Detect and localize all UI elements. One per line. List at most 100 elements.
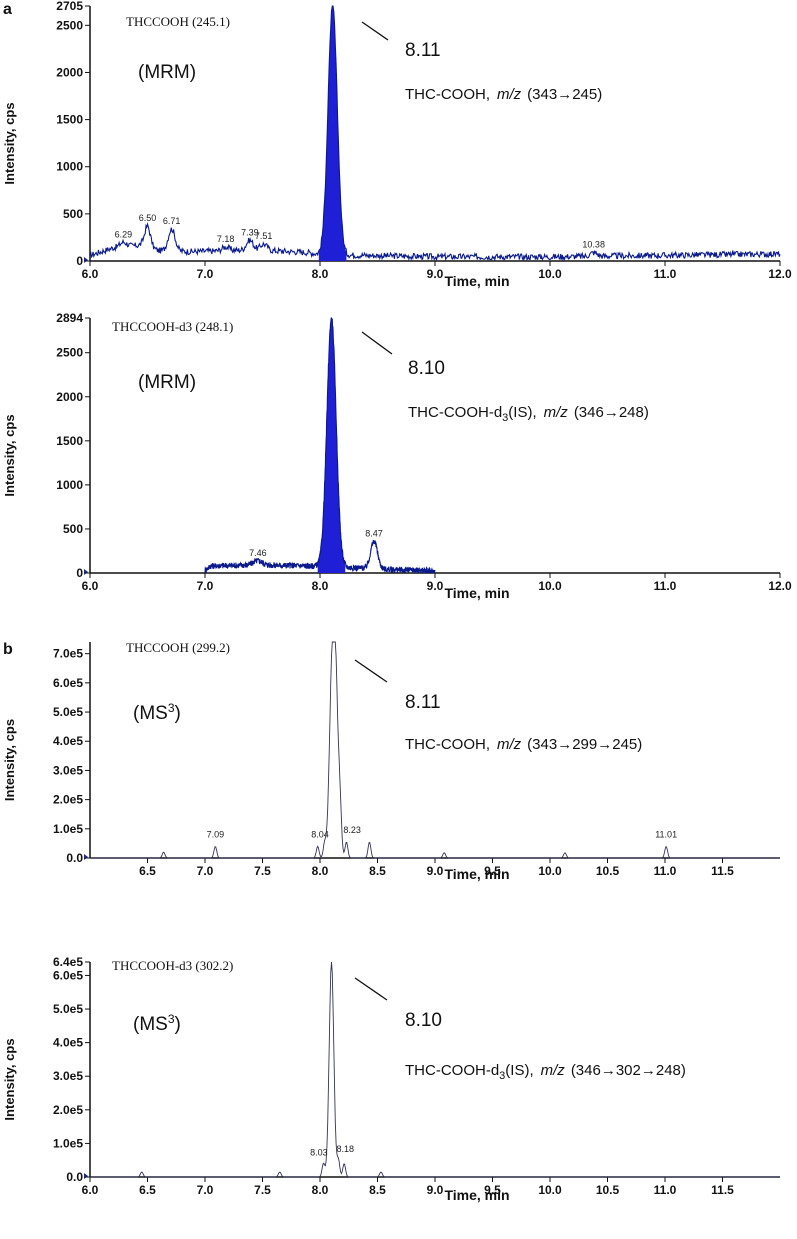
x-axis-label: Time, min	[444, 585, 509, 601]
x-tick-label: 7.0	[197, 864, 214, 878]
peak-label: 7.09	[207, 829, 225, 839]
peak-label: 7.51	[255, 231, 273, 241]
chart-panel-2: 0 500 1000 1500 2000 2500 2894 6.0 7.0 8.0 9.0 10.0…	[2, 311, 792, 601]
x-tick-label: 9.0	[427, 864, 444, 878]
acquisition-mode: (MS3)	[133, 701, 181, 724]
x-tick-label: 9.0	[427, 267, 444, 281]
y-tick-label: 4.0e5	[53, 1036, 83, 1050]
peak-label: 11.01	[655, 829, 677, 839]
x-tick-label: 11.0	[654, 864, 677, 878]
transition-values: (343→299→245)	[527, 736, 642, 753]
peak-label: 8.03	[310, 1148, 328, 1158]
y-axis-label: Intensity, cps	[2, 1038, 17, 1120]
trace-label: THCCOOH-d3 (248.1)	[112, 319, 233, 334]
transition-after: (IS),	[505, 1062, 533, 1079]
peak-label: 8.23	[343, 825, 361, 835]
peak-label: 7.46	[249, 548, 267, 558]
baseline-marker-icon	[84, 257, 88, 263]
mode-text: (MRM)	[138, 62, 196, 83]
y-tick-label: 3.0e5	[53, 763, 83, 777]
transition-label: THC-COOH-d3(IS), m/z (346→248)	[408, 404, 649, 424]
x-tick-label: 10.0	[538, 579, 562, 593]
peak-label: 8.47	[365, 529, 383, 539]
x-tick-label: 10.5	[596, 864, 620, 878]
x-tick-label: 7.0	[197, 579, 214, 593]
main-peak-fill	[318, 6, 347, 261]
x-tick-label: 9.0	[427, 579, 444, 593]
chart-panel-3: 0.0 1.0e5 2.0e5 3.0e5 4.0e5 5.0e5 6.0e5 7.0e5 6.…	[2, 640, 780, 882]
signal-trace	[90, 641, 780, 859]
peak-label: 7.18	[217, 234, 235, 244]
x-tick-label: 7.0	[197, 267, 214, 281]
mode-superscript: 3	[168, 1012, 175, 1026]
trace-label: THCCOOH (299.2)	[126, 640, 230, 655]
mode-text: (MS	[133, 703, 168, 724]
y-tick-label: 1000	[56, 478, 83, 492]
baseline-marker-icon	[84, 854, 88, 860]
x-tick-label: 10.0	[538, 1183, 562, 1197]
y-axis-label: Intensity, cps	[2, 414, 17, 496]
x-tick-label: 11.0	[654, 579, 677, 593]
retention-time-label: 8.10	[408, 358, 445, 379]
y-tick-label: 6.0e5	[53, 676, 83, 690]
y-tick-label: 2705	[56, 0, 83, 13]
retention-time-label: 8.11	[405, 40, 441, 61]
x-tick-label: 10.0	[538, 267, 562, 281]
x-tick-label: 6.5	[139, 864, 156, 878]
mode-superscript: 3	[168, 701, 175, 715]
x-axis-label: Time, min	[444, 1187, 509, 1203]
y-tick-label: 6.0e5	[53, 968, 83, 982]
transition-prefix: THC-COOH,	[405, 86, 490, 103]
peak-label: 8.18	[337, 1144, 355, 1154]
y-tick-label: 1500	[56, 434, 83, 448]
signal-trace	[89, 5, 781, 262]
trace-label: THCCOOH (245.1)	[126, 14, 230, 29]
panel-label: a	[3, 1, 12, 18]
transition-mz: m/z	[544, 404, 569, 421]
x-tick-label: 6.0	[82, 267, 99, 281]
x-tick-label: 6.5	[139, 1183, 156, 1197]
y-tick-label: 0.0	[66, 851, 83, 865]
x-tick-label: 8.0	[312, 267, 329, 281]
y-tick-label: 2500	[56, 18, 83, 32]
y-tick-label: 2.0e5	[53, 793, 83, 807]
rt-leader-line	[361, 331, 393, 355]
x-tick-label: 7.5	[254, 1183, 271, 1197]
y-tick-label: 1500	[56, 113, 83, 127]
transition-prefix: THC-COOH,	[405, 736, 490, 753]
y-tick-label: 5.0e5	[53, 1002, 83, 1016]
retention-time-label: 8.11	[405, 692, 441, 713]
x-tick-label: 11.5	[711, 1183, 734, 1197]
x-tick-label: 6.0	[82, 1183, 99, 1197]
x-tick-label: 11.0	[654, 267, 677, 281]
baseline-marker-icon	[84, 1173, 88, 1179]
transition-subscript: 3	[502, 412, 508, 424]
x-axis-label: Time, min	[444, 866, 509, 882]
y-tick-label: 500	[63, 207, 83, 221]
x-tick-label: 7.0	[197, 1183, 214, 1197]
peak-label: 7.39	[241, 227, 259, 237]
y-axis-label: Intensity, cps	[2, 719, 17, 801]
peak-label: 10.38	[582, 240, 605, 250]
x-tick-label: 6.0	[82, 579, 99, 593]
y-axis-label: Intensity, cps	[2, 102, 17, 184]
signal-trace	[90, 961, 780, 1178]
y-tick-label: 4.0e5	[53, 734, 83, 748]
transition-prefix: THC-COOH-d	[408, 404, 502, 421]
y-tick-label: 0.0	[66, 1170, 83, 1184]
y-tick-label: 1000	[56, 160, 83, 174]
y-tick-label: 2000	[56, 390, 83, 404]
x-tick-label: 9.0	[427, 1183, 444, 1197]
trace-label: THCCOOH-d3 (302.2)	[112, 958, 233, 973]
x-tick-label: 11.5	[711, 864, 734, 878]
x-tick-label: 8.0	[312, 579, 329, 593]
y-tick-label: 2000	[56, 65, 83, 79]
acquisition-mode: (MRM)	[138, 62, 196, 83]
y-tick-label: 2500	[56, 346, 83, 360]
x-tick-label: 8.0	[312, 864, 329, 878]
peak-label: 8.04	[311, 829, 329, 839]
x-tick-label: 9.5	[484, 1183, 501, 1197]
x-tick-label: 12.0	[768, 579, 792, 593]
y-tick-label: 5.0e5	[53, 705, 83, 719]
